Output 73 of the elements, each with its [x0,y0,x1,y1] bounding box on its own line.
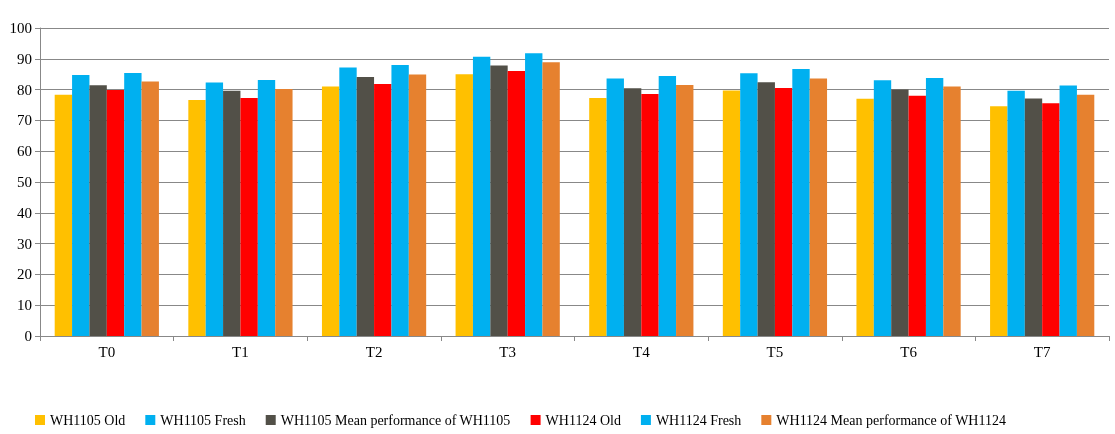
bar [641,93,659,336]
bar [205,82,224,336]
bar [391,64,409,336]
bar [1042,103,1060,336]
legend-label: WH1124 Mean performance of WH1124 [776,412,1006,428]
bar [623,88,642,336]
bar [856,98,874,336]
bar [223,90,241,336]
y-tick-label: 50 [17,174,32,190]
bar [240,97,258,336]
x-tick-label: T5 [766,343,784,360]
bar [873,80,892,336]
y-tick-label: 20 [17,266,32,283]
bar [1007,90,1025,336]
bar [740,73,758,336]
bar [124,72,142,336]
bar [490,65,508,336]
y-tick-label: 10 [17,297,32,314]
bar [1076,94,1095,336]
y-tick-label: 70 [17,112,32,129]
bar [106,89,125,336]
y-tick-label: 100 [9,20,32,36]
bar [188,100,206,336]
bar [1024,98,1043,336]
x-tick-label: T7 [1033,343,1052,360]
bar [507,71,526,336]
bar [525,53,543,336]
x-tick-label: T2 [365,343,383,360]
bar [54,94,73,336]
bar [542,62,560,336]
bar [141,81,159,336]
bar [321,86,340,336]
bar [472,56,491,336]
x-tick-label: T3 [499,343,517,360]
bar [809,78,828,336]
y-tick-label: 30 [17,235,32,252]
y-tick-label: 40 [17,204,32,221]
bar [676,84,694,336]
bar [408,74,427,336]
y-tick-label: 90 [17,50,32,67]
bar [339,67,357,336]
legend-label: WH1124 Fresh [655,412,742,428]
y-tick-label: 80 [17,81,32,98]
bar [925,77,944,336]
x-tick-label: T1 [232,343,249,360]
bar [658,76,677,336]
x-tick-label: T0 [98,343,116,360]
bar [275,88,293,336]
bar [943,86,961,336]
legend-label: WH1105 Fresh [160,412,246,428]
bar [374,84,392,336]
bar [606,78,624,336]
legend-label: WH1124 Old [545,412,621,428]
legend-label: WH1105 Mean performance of WH1105 [280,412,511,428]
bar [356,76,375,336]
bar [89,85,107,336]
y-tick-label: 60 [17,143,32,160]
bar [72,75,90,336]
bar [455,74,473,336]
bar [891,89,909,336]
bar [908,95,926,336]
bar [1059,85,1077,336]
bar [257,80,276,336]
y-tick-label: 0 [24,328,32,344]
x-tick-label: T4 [632,343,651,360]
bar [792,68,810,336]
legend-label: WH1105 Old [50,412,126,428]
bar [990,106,1008,336]
bar [774,88,793,336]
bar [589,97,607,336]
x-tick-label: T6 [900,343,918,360]
bar [757,82,775,336]
bar [722,90,741,336]
